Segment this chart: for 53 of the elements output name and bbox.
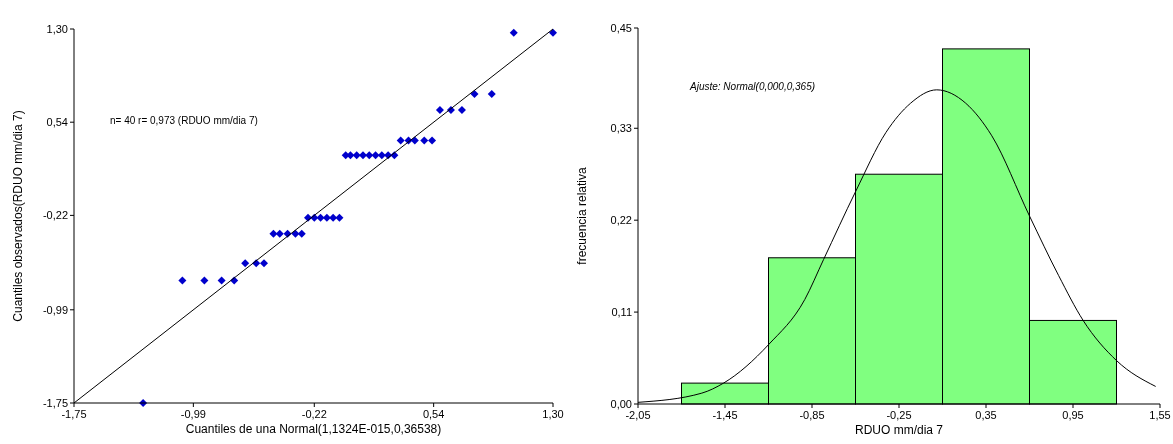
y-tick-label: 0,33 [610, 122, 632, 135]
y-tick-label: 0,45 [610, 22, 632, 34]
y-tick-label: -0,22 [42, 209, 68, 222]
point [428, 136, 437, 145]
x-tick-label: -1,75 [61, 408, 87, 420]
point [420, 136, 429, 145]
point [322, 213, 331, 222]
x-axis-title: RDUO mm/dia 7 [854, 423, 944, 437]
point [275, 229, 284, 238]
x-tick-label: -2,05 [625, 409, 651, 421]
x-tick-label: 0,54 [422, 408, 445, 420]
point [241, 259, 250, 268]
y-axis-title: frecuencia relativa [575, 166, 589, 265]
y-tick-label: 0,00 [610, 398, 632, 410]
x-tick-label: -0,99 [180, 408, 206, 420]
point [297, 229, 306, 238]
point [352, 151, 361, 160]
point [200, 276, 209, 285]
point [260, 259, 269, 268]
point [178, 276, 187, 285]
point [269, 229, 278, 238]
y-tick-label: 1,30 [46, 23, 68, 35]
x-tick-label: 0,95 [1062, 409, 1084, 421]
x-tick-label: -1,45 [712, 409, 738, 421]
x-axis-title: Cuantiles de una Normal(1,1324E-015,0,36538) [185, 422, 442, 436]
x-tick-label: -0,22 [301, 408, 327, 420]
annotation: Ajuste: Normal(0,000,0,365) [689, 81, 816, 92]
point [435, 105, 444, 114]
point [509, 28, 518, 37]
x-tick-label: 0,35 [975, 409, 997, 421]
point [358, 151, 367, 160]
point [457, 105, 466, 114]
x-tick-label: -0,25 [886, 409, 912, 421]
y-tick-label: -0,99 [42, 303, 68, 316]
point [487, 89, 496, 98]
y-tick-label: 0,11 [611, 306, 632, 319]
point [371, 151, 380, 160]
y-tick-label: 0,22 [610, 214, 632, 227]
y-tick-label: -1,75 [42, 397, 68, 409]
point [365, 151, 374, 160]
point [335, 213, 344, 222]
point [329, 213, 338, 222]
point [377, 151, 386, 160]
x-tick-label: 1,30 [542, 408, 564, 420]
annotation: n= 40 r= 0,973 (RDUO mm/dia 7) [110, 115, 258, 126]
point [217, 276, 226, 285]
point [410, 136, 419, 145]
y-tick-label: 0,54 [46, 116, 68, 129]
x-tick-label: -0,85 [799, 409, 825, 421]
x-tick-label: 1,55 [1149, 409, 1171, 421]
y-axis-title: Cuantiles observados(RDUO mm/dia 7) [11, 110, 25, 322]
point [316, 213, 325, 222]
point [396, 136, 405, 145]
